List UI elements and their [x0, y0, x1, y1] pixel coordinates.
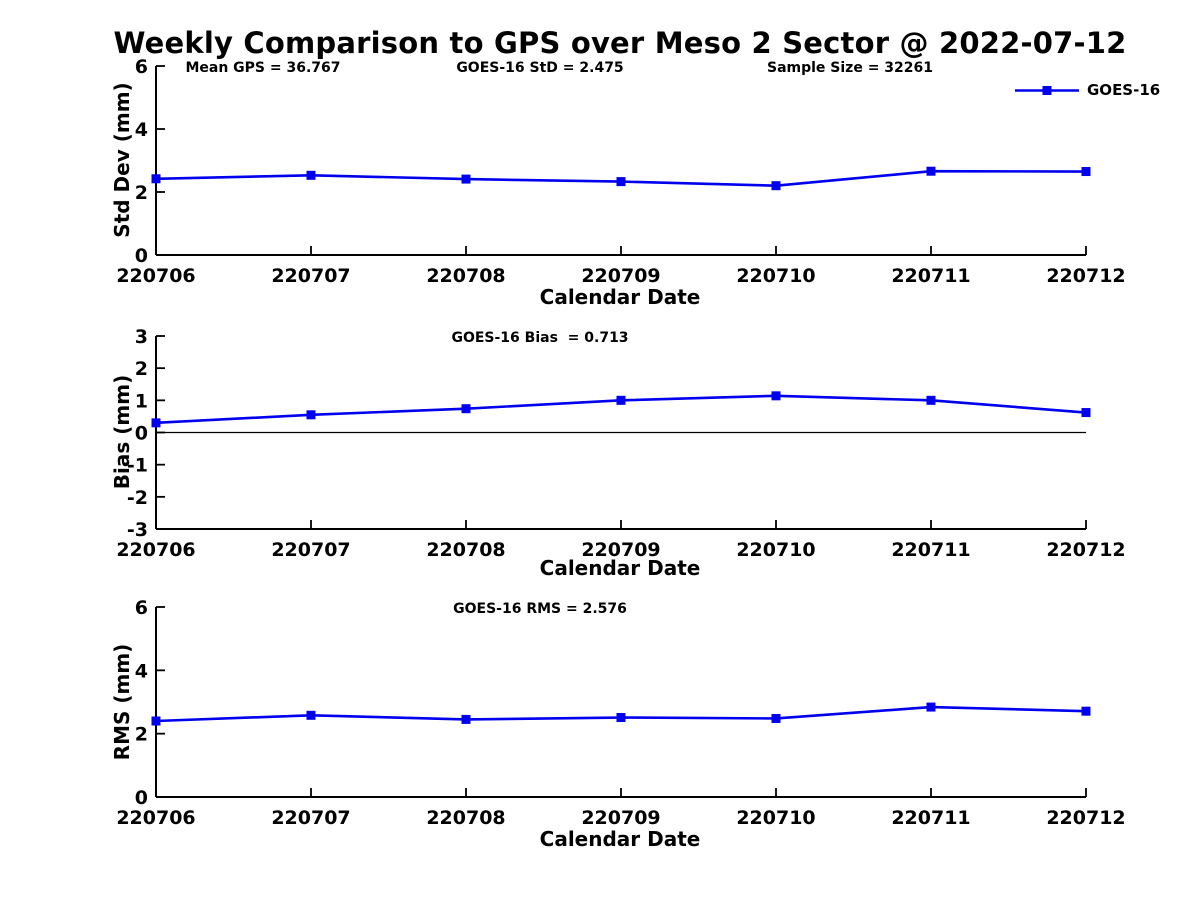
- y-tick-label: 0: [135, 787, 148, 809]
- y-tick-label: 2: [135, 182, 148, 204]
- y-tick-label: -1: [127, 455, 148, 477]
- annotation-goes16-std: GOES-16 StD = 2.475: [456, 60, 624, 76]
- data-point-marker: [616, 177, 626, 187]
- xlabel-calendar-date-top: Calendar Date: [539, 285, 701, 309]
- x-tick-label: 220712: [1046, 539, 1125, 561]
- x-tick-label: 220711: [891, 539, 970, 561]
- y-tick-label: 4: [135, 660, 148, 682]
- data-point-marker: [1081, 167, 1091, 177]
- data-point-marker: [616, 713, 626, 723]
- x-tick-label: 220706: [116, 807, 195, 829]
- ylabel-rms: RMS (mm): [110, 643, 134, 761]
- plot-std-dev: 0 2 4 6 220706 220707 220708 220709 220710 220711…: [116, 56, 1125, 287]
- data-point-marker: [771, 181, 781, 191]
- x-tick-label: 220709: [581, 807, 660, 829]
- ylabel-bias: Bias (mm): [110, 374, 134, 490]
- y-tick-label: 2: [135, 358, 148, 380]
- data-point-marker: [151, 174, 161, 184]
- legend-line-marker-icon: [1015, 85, 1079, 95]
- x-tick-label: 220706: [116, 539, 195, 561]
- data-point-marker: [461, 714, 471, 724]
- legend: GOES-16: [1015, 81, 1160, 99]
- data-point-marker: [616, 395, 626, 405]
- x-tick-label: 220710: [736, 539, 815, 561]
- y-tick-label: 6: [135, 597, 148, 619]
- x-tick-label: 220708: [426, 807, 505, 829]
- xlabel-calendar-date-middle: Calendar Date: [539, 556, 701, 580]
- x-tick-label: 220712: [1046, 265, 1125, 287]
- figure-title: Weekly Comparison to GPS over Meso 2 Sec…: [113, 26, 1127, 60]
- y-tick-label: 0: [135, 423, 148, 445]
- y-tick-label: 1: [135, 390, 148, 412]
- annotation-goes16-rms: GOES-16 RMS = 2.576: [453, 601, 627, 617]
- annotation-sample-size: Sample Size = 32261: [766, 60, 934, 76]
- data-point-marker: [306, 710, 316, 720]
- data-point-marker: [1081, 408, 1091, 418]
- data-point-marker: [306, 410, 316, 420]
- x-tick-label: 220711: [891, 265, 970, 287]
- x-tick-label: 220710: [736, 265, 815, 287]
- annotation-mean-gps: Mean GPS = 36.767: [185, 60, 341, 76]
- x-tick-label: 220712: [1046, 807, 1125, 829]
- data-point-marker: [1081, 706, 1091, 716]
- data-point-marker: [151, 418, 161, 428]
- x-tick-label: 220707: [271, 539, 350, 561]
- x-tick-label: 220708: [426, 265, 505, 287]
- x-tick-label: 220709: [581, 539, 660, 561]
- y-tick-label: -3: [127, 519, 148, 541]
- data-point-marker: [461, 404, 471, 414]
- xlabel-calendar-date-bottom: Calendar Date: [539, 827, 701, 851]
- data-point-marker: [926, 166, 936, 176]
- x-tick-label: 220708: [426, 539, 505, 561]
- y-tick-label: 6: [135, 56, 148, 78]
- x-tick-label: 220709: [581, 265, 660, 287]
- annotation-goes16-bias: GOES-16 Bias = 0.713: [451, 330, 629, 346]
- legend-label: GOES-16: [1087, 81, 1161, 99]
- data-point-marker: [771, 713, 781, 723]
- data-point-marker: [926, 395, 936, 405]
- data-point-marker: [926, 702, 936, 712]
- x-tick-label: 220707: [271, 807, 350, 829]
- x-tick-label: 220710: [736, 807, 815, 829]
- data-point-marker: [151, 716, 161, 726]
- data-point-marker: [306, 170, 316, 180]
- y-tick-label: 3: [135, 326, 148, 348]
- data-point-marker: [771, 391, 781, 401]
- y-tick-label: 2: [135, 724, 148, 746]
- y-tick-label: 0: [135, 245, 148, 267]
- plot-rms: 0 2 4 6 220706 220707 220708 220709 220710 220711…: [116, 597, 1125, 829]
- x-tick-label: 220711: [891, 807, 970, 829]
- x-tick-label: 220706: [116, 265, 195, 287]
- y-tick-label: -2: [127, 487, 148, 509]
- data-point-marker: [461, 174, 471, 184]
- x-tick-label: 220707: [271, 265, 350, 287]
- y-tick-label: 4: [135, 119, 148, 141]
- ylabel-std-dev: Std Dev (mm): [110, 82, 134, 238]
